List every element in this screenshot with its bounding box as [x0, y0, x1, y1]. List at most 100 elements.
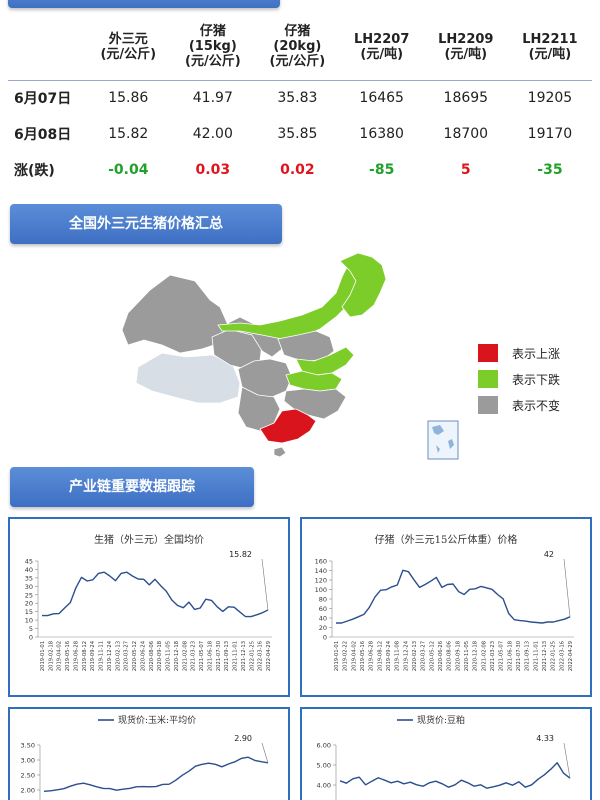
price-table: 外三元 (元/公斤) 仔猪 (15kg) (元/公斤) 仔猪 (20kg) (元/公斤) … [8, 14, 592, 188]
series-line [42, 571, 269, 618]
y-tick-label: 0 [323, 634, 327, 642]
change-cell: -85 [369, 162, 395, 178]
row-label: 6月08日 [14, 127, 72, 143]
x-tick-label: 2021-06-18 [507, 641, 513, 671]
y-tick-label: 3.50 [21, 742, 35, 750]
legend-label: 现货价:豆粕 [417, 714, 465, 726]
legend-label-down: 表示下跌 [512, 372, 561, 387]
y-tick-label: 4.00 [317, 782, 331, 790]
chart-panel-piglet-price: 仔猪（外三元15公斤体重）价格 0 20 40 60 80 100 120 140 160 201… [300, 517, 592, 697]
x-tick-label: 2019-09-24 [90, 640, 96, 671]
header-col-4: LH2209 (元/吨) [438, 31, 494, 62]
region-xinjiang [121, 274, 229, 354]
x-tick-label: 2022-01-25 [249, 641, 255, 671]
y-tick-label: 140 [315, 567, 327, 575]
x-tick-label: 2019-12-24 [403, 640, 409, 671]
legend-item-up: 表示上涨 [478, 344, 560, 362]
x-tick-label: 2019-02-18 [48, 641, 54, 671]
x-tick-label: 2019-04-02 [57, 641, 63, 671]
top-section-tab [8, 0, 280, 8]
chain-section-title: 产业链重要数据跟踪 [10, 467, 254, 507]
y-tick-label: 40 [25, 566, 33, 574]
legend-swatch-up [478, 344, 498, 362]
x-tick-label: 2021-11-01 [233, 641, 239, 671]
x-tick-label: 2020-08-06 [447, 641, 453, 671]
header-col-1: 仔猪 (15kg) (元/公斤) [185, 24, 241, 70]
y-tick-label: 20 [319, 624, 327, 632]
y-tick-label: 25 [25, 591, 33, 599]
table-row-change: 涨(跌) -0.04 0.03 0.02 -85 5 -35 [8, 152, 592, 188]
region-hainan [273, 446, 287, 458]
x-tick-label: 2020-06-26 [438, 641, 444, 671]
table-row-jun08: 6月08日 15.82 42.00 35.85 16380 18700 1917… [8, 116, 592, 152]
x-tick-label: 2019-12-24 [107, 640, 113, 671]
x-tick-label: 2020-05-12 [132, 641, 138, 671]
x-tick-label: 2019-04-02 [351, 641, 357, 671]
x-tick-label: 2019-06-28 [73, 641, 79, 671]
region-inner-mongolia [217, 262, 367, 340]
x-tick-label: 2019-11-11 [99, 641, 105, 671]
change-cell: 5 [460, 162, 471, 178]
south-china-sea-inset [427, 420, 459, 460]
x-tick-label: 2021-02-08 [481, 641, 487, 671]
annotation-label: 4.33 [536, 734, 554, 743]
change-cell: 0.02 [280, 162, 315, 178]
x-tick-label: 2019-02-22 [343, 641, 349, 671]
header-col-5: LH2211 (元/吨) [522, 31, 578, 62]
y-tick-label: 80 [319, 596, 327, 604]
table-cell: 35.83 [255, 79, 340, 116]
south-china-sea-islands [432, 425, 454, 453]
change-cell: -0.04 [108, 162, 149, 178]
y-tick-label: 5.00 [317, 762, 331, 770]
legend-label-up: 表示上涨 [512, 346, 561, 361]
annotation-leader [563, 558, 571, 618]
y-tick-label: 45 [25, 558, 33, 566]
x-tick-label: 2021-12-13 [542, 641, 548, 671]
x-tick-label: 2020-12-18 [174, 641, 180, 671]
x-tick-label: 2021-12-13 [241, 641, 247, 671]
table-cell: 19205 [507, 79, 592, 116]
row-label: 6月07日 [8, 79, 86, 116]
x-tick-label: 2019-09-24 [386, 640, 392, 671]
y-tick-label: 0 [29, 634, 33, 642]
y-tick-label: 100 [315, 586, 327, 594]
table-cell: 16465 [339, 79, 424, 116]
price-table-header: 外三元 (元/公斤) 仔猪 (15kg) (元/公斤) 仔猪 (20kg) (元/公斤) … [8, 14, 592, 80]
x-tick-label: 2020-11-05 [166, 641, 172, 671]
table-cell: 18695 [423, 79, 508, 116]
annotation-leader [563, 742, 571, 779]
x-tick-label: 2021-02-08 [182, 641, 188, 671]
x-tick-label: 2020-03-27 [421, 641, 427, 671]
chart-panel-hog-price: 生猪（外三元）全国均价 0 5 10 15 20 25 30 35 40 45 2019-01-01… [8, 517, 290, 697]
table-cell: 16380 [359, 126, 404, 142]
region-tibet [135, 352, 241, 404]
y-tick-label: 30 [25, 583, 33, 591]
x-tick-label: 2021-03-23 [191, 641, 197, 671]
y-tick-label: 35 [25, 574, 33, 582]
series-line [339, 762, 571, 789]
y-tick-label: 15 [25, 608, 33, 616]
y-tick-label: 10 [25, 617, 33, 625]
x-tick-label: 2020-11-05 [464, 641, 470, 671]
legend-item-same: 表示不变 [478, 396, 560, 414]
table-cell: 41.97 [170, 79, 256, 116]
x-tick-label: 2021-07-30 [216, 641, 222, 671]
x-tick-label: 2021-09-13 [525, 641, 531, 671]
x-tick-label: 2021-07-30 [516, 641, 522, 671]
x-tick-label: 2021-05-07 [199, 641, 205, 671]
series-line [43, 756, 269, 792]
table-cell: 35.85 [277, 126, 318, 142]
table-cell: 15.82 [108, 126, 149, 142]
chart-title: 生猪（外三元）全国均价 [94, 535, 204, 546]
x-tick-label: 2020-12-18 [473, 641, 479, 671]
x-tick-label: 2021-06-18 [207, 641, 213, 671]
legend-label: 现货价:玉米:平均价 [118, 714, 196, 726]
y-tick-label: 60 [319, 605, 327, 613]
x-tick-label: 2020-09-18 [157, 641, 163, 671]
china-price-map [121, 252, 459, 460]
region-guangxi-guangdong [259, 408, 317, 444]
